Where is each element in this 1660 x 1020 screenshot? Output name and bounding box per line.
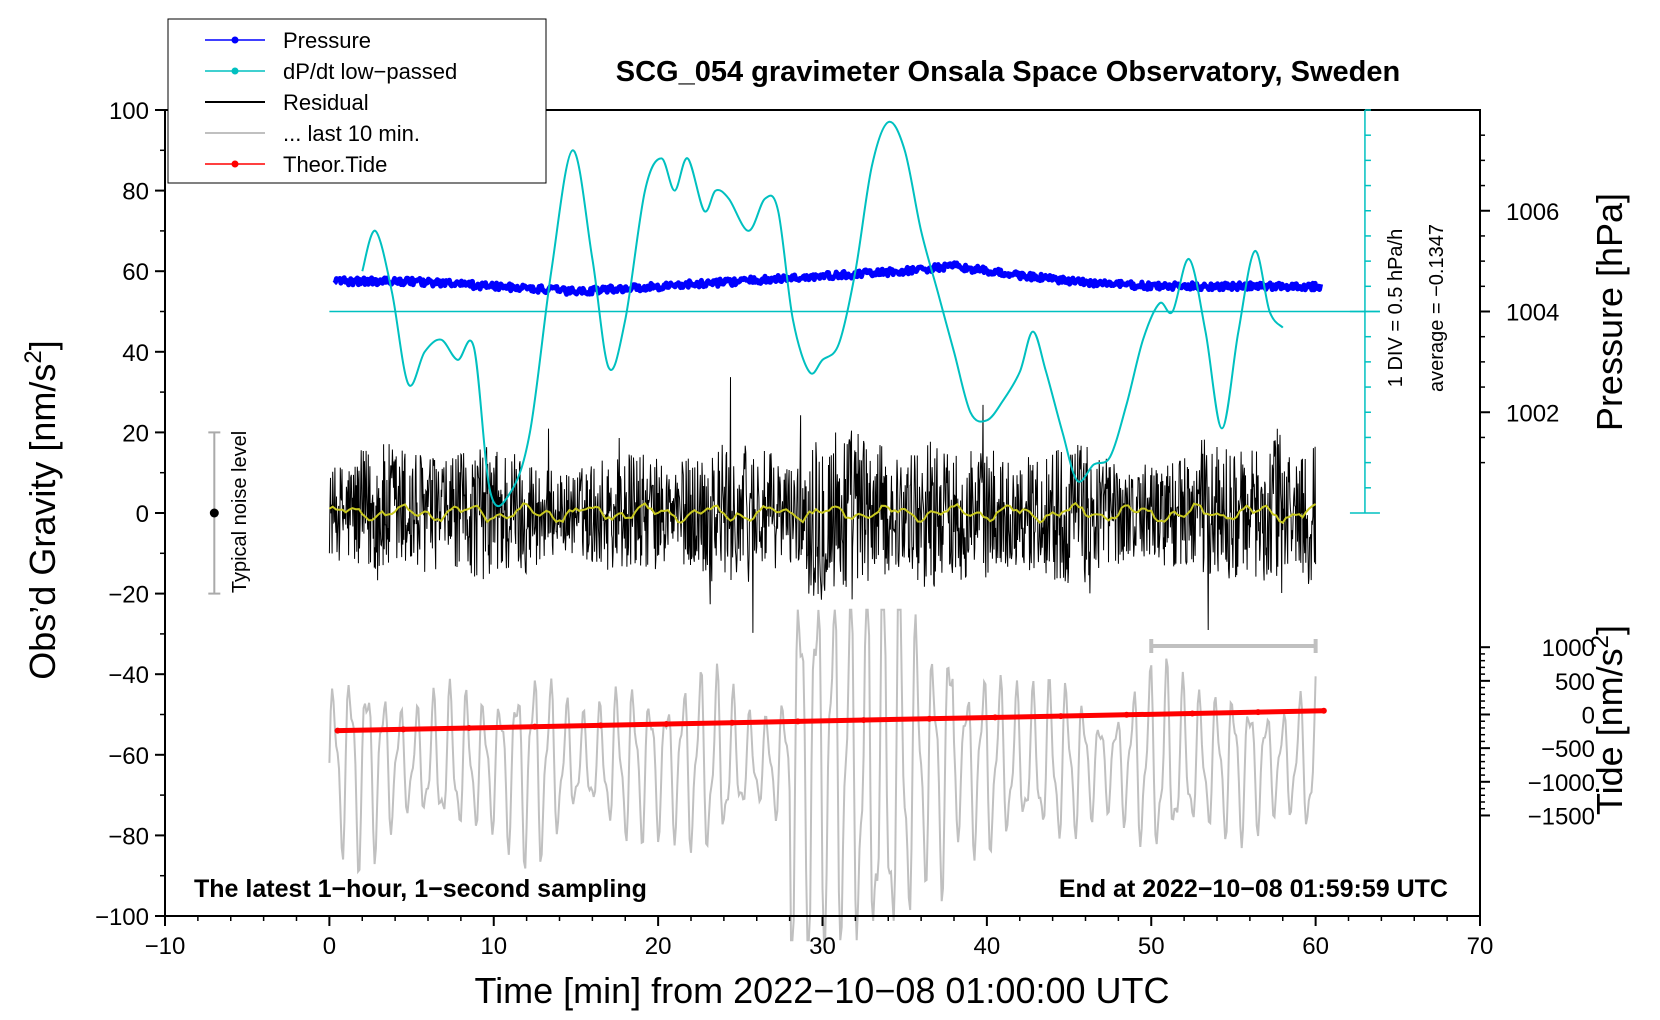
series-theor-tide — [337, 708, 1324, 734]
axes-layer: −10 0 10 20 30 40 50 60 70−100−80−60−40−20020406… — [95, 98, 1595, 960]
tide-point — [597, 722, 604, 729]
series-dpdt-lowpassed — [361, 120, 1284, 508]
tide-tick-label-2: −500 — [1541, 736, 1595, 763]
tide-point — [860, 717, 867, 724]
y-tick-label-4: −20 — [108, 582, 149, 609]
tide-tick-label-1: −1000 — [1528, 770, 1595, 797]
series-residual-lowpassed — [328, 501, 1317, 524]
y-axis-label-gravity-close: ] — [22, 340, 63, 350]
series-layer — [328, 120, 1380, 942]
y-axis-label-gravity-sup: 2 — [20, 350, 47, 363]
legend-label-tide: Theor.Tide — [283, 152, 387, 177]
noise-bar-center — [209, 508, 219, 518]
x-tick-label-5: 40 — [974, 933, 1001, 960]
legend-marker-pressure — [231, 36, 239, 44]
x-tick-label-6: 50 — [1138, 933, 1165, 960]
y-tick-label-1: −80 — [108, 823, 149, 850]
series-pressure — [332, 260, 1324, 297]
tide-point — [729, 719, 736, 726]
y-axis-label-tide-main: Tide [nm/s — [1589, 648, 1630, 815]
annotation-end-time: End at 2022−10−08 01:59:59 UTC — [1059, 875, 1448, 903]
tide-point — [1320, 707, 1327, 714]
tide-point — [1057, 713, 1064, 720]
y-tick-label-3: −40 — [108, 662, 149, 689]
tide-point — [992, 714, 999, 721]
tide-tick-label-3: 0 — [1582, 703, 1595, 730]
x-axis-label: Time [min] from 2022−10−08 01:00:00 UTC — [474, 970, 1169, 1011]
y-tick-label-5: 0 — [136, 501, 149, 528]
y-tick-label-9: 80 — [122, 179, 149, 206]
tide-point — [926, 715, 933, 722]
y-axis-label-gravity-main: Obs’d Gravity [nm/s — [22, 364, 63, 680]
tide-point — [1123, 711, 1130, 718]
y-tick-label-10: 100 — [109, 98, 149, 125]
y-tick-label-0: −100 — [95, 904, 149, 931]
y-axis-label-tide-sup: 2 — [1587, 635, 1614, 648]
x-tick-label-2: 10 — [480, 933, 507, 960]
tide-point — [334, 727, 341, 734]
x-tick-label-8: 70 — [1467, 933, 1494, 960]
y-axis-label-pressure: Pressure [hPa] — [1589, 193, 1630, 431]
y-axis-label-gravity: Obs’d Gravity [nm/s2] — [20, 340, 63, 679]
tide-point — [663, 721, 670, 728]
pressure-tick-label-2: 1006 — [1506, 199, 1559, 226]
y-tick-label-6: 20 — [122, 420, 149, 447]
tide-point — [1189, 710, 1196, 717]
pressure-tick-label-0: 1002 — [1506, 400, 1559, 427]
x-tick-label-4: 30 — [809, 933, 836, 960]
dpdt-average-label: average = −0.1347 — [1426, 224, 1448, 392]
y-tick-label-2: −60 — [108, 743, 149, 770]
tide-point — [531, 723, 538, 730]
x-tick-label-0: −10 — [145, 933, 186, 960]
legend-marker-dpdt — [231, 67, 239, 75]
tide-point — [794, 718, 801, 725]
x-tick-label-1: 0 — [323, 933, 336, 960]
tide-tick-label-5: 1000 — [1542, 635, 1595, 662]
x-tick-label-3: 20 — [645, 933, 672, 960]
y-axis-label-tide: Tide [nm/s2] — [1587, 625, 1630, 815]
y-tick-label-7: 40 — [122, 340, 149, 367]
legend-label-last10: ... last 10 min. — [283, 121, 420, 146]
legend: Pressure dP/dt low−passed Residual ... l… — [167, 18, 547, 184]
legend-marker-tide — [231, 160, 239, 168]
x-tick-label-7: 60 — [1302, 933, 1329, 960]
y-axis-label-tide-close: ] — [1589, 625, 1630, 635]
pressure-tick-label-1: 1004 — [1506, 300, 1559, 327]
y-tick-label-8: 60 — [122, 259, 149, 286]
tide-point — [466, 725, 473, 732]
tide-point — [400, 726, 407, 733]
series-last-10-min — [328, 608, 1317, 942]
chart-title: SCG_054 gravimeter Onsala Space Observat… — [616, 56, 1400, 88]
tide-point — [1255, 709, 1262, 716]
dpdt-scale-label: 1 DIV = 0.5 hPa/h — [1385, 229, 1407, 387]
tide-tick-label-4: 500 — [1555, 669, 1595, 696]
noise-level-label: Typical noise level — [229, 431, 251, 593]
legend-label-pressure: Pressure — [283, 28, 371, 53]
legend-label-dpdt: dP/dt low−passed — [283, 59, 457, 84]
legend-label-residual: Residual — [283, 90, 369, 115]
tide-tick-label-0: −1500 — [1528, 803, 1595, 830]
annotation-sampling: The latest 1−hour, 1−second sampling — [194, 875, 647, 903]
series-residual — [328, 377, 1317, 633]
